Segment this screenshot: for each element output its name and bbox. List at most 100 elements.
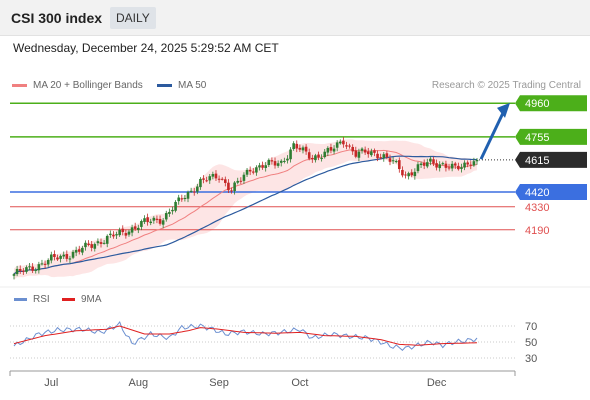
candle-body (15, 268, 19, 275)
candle-body (388, 158, 392, 162)
candle-body (422, 162, 426, 166)
candle-body (472, 161, 476, 166)
level-tag-text-4420: 4420 (525, 187, 549, 199)
forecast-arrow-head (497, 102, 510, 118)
candle-body (118, 229, 121, 236)
candle-body (161, 220, 165, 225)
candle-body (112, 234, 115, 237)
candle-body (208, 176, 212, 181)
candle-body (174, 201, 177, 211)
rsi-level-label-70: 70 (525, 321, 537, 333)
candle-body (87, 243, 90, 245)
candle-body (438, 164, 442, 169)
candle-body (273, 161, 277, 166)
x-tick-label-jul: Jul (44, 377, 58, 389)
candle-body (457, 165, 460, 170)
date-label: Wednesday, December 24, 2025 5:29:52 AM … (13, 41, 279, 55)
candle-body (391, 160, 395, 162)
rsi-legend-label: RSI (33, 294, 50, 305)
candle-body (295, 143, 299, 149)
candle-body (168, 212, 171, 214)
legend-ma50: MA 50 (157, 80, 206, 91)
candle-body (255, 167, 258, 173)
candle-body (323, 151, 327, 158)
level-tag-text-4615: 4615 (525, 155, 549, 167)
candle-body (177, 197, 180, 202)
level-label-4330: 4330 (525, 202, 549, 214)
candle-body (348, 145, 351, 147)
legend-rsi: RSI (14, 294, 50, 305)
candle-body (12, 274, 16, 276)
candle-body (158, 219, 162, 224)
candle-body (264, 165, 267, 168)
candle-body (62, 254, 66, 257)
rsi-swatch (14, 298, 27, 301)
level-label-4190: 4190 (525, 225, 549, 237)
candle-body (90, 244, 93, 248)
ma20-line (13, 149, 478, 275)
candle-body (18, 269, 22, 271)
candle-body (146, 217, 149, 223)
candle-body (432, 159, 435, 164)
candle-body (429, 158, 432, 162)
candle-body (248, 169, 252, 172)
candle-body (469, 164, 473, 166)
level-tag-4755 (515, 128, 587, 145)
level-tag-text-4755: 4755 (525, 132, 549, 144)
candle-body (130, 227, 134, 233)
candle-body (22, 270, 25, 272)
candle-body (292, 143, 295, 149)
candle-body (65, 254, 69, 259)
candle-body (109, 233, 112, 235)
candle-body (463, 162, 466, 168)
candle-body (258, 165, 261, 168)
candle-body (220, 178, 224, 180)
candle-body (136, 227, 140, 230)
ma20-legend-label: MA 20 + Bollinger Bands (33, 80, 143, 91)
candle-body (329, 147, 333, 151)
x-tick-label-oct: Oct (291, 377, 308, 389)
candle-body (385, 153, 389, 158)
candle-body (298, 147, 302, 150)
candle-body (133, 226, 137, 229)
candle-body (351, 146, 355, 152)
candle-body (304, 146, 308, 152)
candle-body (354, 150, 358, 157)
candle-body (239, 180, 243, 182)
candle-body (233, 182, 236, 192)
candle-body (199, 178, 202, 188)
timeframe-badge[interactable]: DAILY (110, 7, 156, 29)
candle-body (345, 145, 348, 147)
candles-group (12, 137, 479, 280)
candle-body (81, 247, 84, 253)
candle-body (301, 147, 305, 151)
candle-body (251, 171, 255, 173)
candle-body (410, 172, 414, 176)
candle-body (279, 160, 283, 163)
candle-body (286, 158, 289, 161)
ma20-swatch (12, 84, 27, 87)
candle-body (40, 263, 44, 265)
candle-body (155, 218, 159, 220)
candle-body (332, 148, 336, 152)
candle-body (121, 228, 125, 233)
candle-body (413, 171, 417, 177)
candle-body (96, 241, 100, 244)
candle-body (401, 169, 404, 176)
candle-body (419, 163, 423, 165)
candle-body (224, 179, 227, 183)
candle-body (140, 220, 143, 227)
candle-body (143, 218, 146, 222)
bollinger-band-fill (14, 139, 477, 280)
rsi-level-label-50: 50 (525, 337, 537, 349)
candle-body (227, 182, 230, 191)
candle-body (326, 147, 330, 153)
candle-body (475, 159, 479, 162)
candle-body (34, 269, 38, 271)
candle-body (441, 163, 445, 165)
candle-body (43, 263, 47, 265)
candle-body (394, 161, 398, 163)
candle-body (447, 167, 451, 169)
candle-body (56, 257, 59, 260)
candle-body (77, 249, 81, 252)
